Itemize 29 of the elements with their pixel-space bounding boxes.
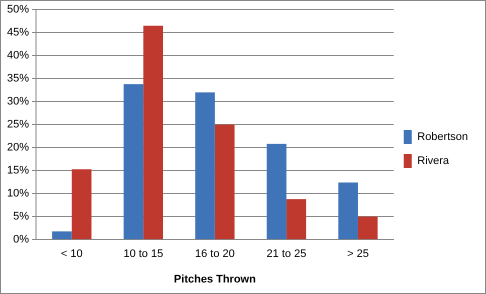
x-axis-title: Pitches Thrown bbox=[174, 273, 256, 286]
bar bbox=[143, 26, 164, 240]
y-tick-label: 45% bbox=[6, 26, 30, 39]
bar bbox=[52, 231, 72, 240]
y-tick-label: 40% bbox=[6, 50, 30, 62]
y-tick-label: 20% bbox=[6, 142, 30, 154]
bar bbox=[286, 199, 306, 240]
bar bbox=[72, 169, 92, 240]
y-tick-label: 5% bbox=[13, 210, 30, 223]
bar bbox=[358, 216, 378, 240]
bar bbox=[266, 144, 286, 240]
bar bbox=[195, 92, 215, 240]
x-tick-label: < 10 bbox=[60, 248, 83, 260]
y-tick-label: 0% bbox=[13, 234, 30, 246]
x-tick-label: 21 to 25 bbox=[266, 248, 306, 260]
bar bbox=[214, 124, 235, 240]
y-tick-label: 15% bbox=[6, 164, 30, 177]
y-tick-label: 10% bbox=[6, 188, 30, 200]
y-tick-label: 50% bbox=[6, 4, 30, 16]
x-tick-label: > 25 bbox=[347, 248, 369, 260]
legend-label: Robertson bbox=[417, 131, 468, 144]
y-tick-label: 35% bbox=[6, 72, 30, 85]
legend-label: Rivera bbox=[417, 155, 450, 168]
x-tick-label: 16 to 20 bbox=[195, 248, 235, 260]
x-tick-label: 10 to 15 bbox=[123, 248, 164, 260]
y-tick-label: 25% bbox=[6, 118, 30, 131]
bar bbox=[124, 84, 144, 240]
bar bbox=[338, 182, 358, 240]
y-tick-label: 30% bbox=[6, 96, 30, 108]
